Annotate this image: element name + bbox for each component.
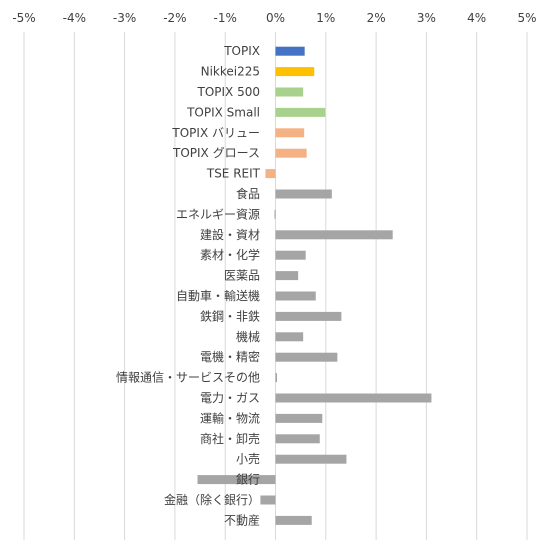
bar [275, 413, 323, 423]
x-tick-label: -5% [12, 11, 35, 25]
bar [275, 230, 393, 240]
category-label: 電力・ガス [200, 391, 260, 405]
category-label: 運輸・物流 [200, 410, 260, 425]
bar [274, 209, 276, 219]
category-label: TSE REIT [206, 167, 261, 181]
category-label: 小売 [236, 451, 260, 466]
x-tick-label: 5% [517, 11, 536, 25]
category-label: Nikkei225 [201, 65, 260, 79]
category-label: エネルギー資源 [176, 207, 260, 221]
bar [275, 148, 307, 158]
x-tick-label: 0% [266, 11, 285, 25]
bar [275, 271, 299, 281]
x-tick-label: 2% [367, 11, 386, 25]
bar [275, 46, 305, 56]
category-label: 商社・卸売 [200, 431, 260, 446]
category-label: 情報通信・サービスその他 [116, 371, 260, 385]
bar [275, 128, 305, 138]
category-label: TOPIX グロース [172, 146, 260, 160]
bar [275, 107, 326, 117]
category-label: 機械 [236, 329, 260, 344]
bar [275, 434, 320, 444]
bar [275, 373, 278, 383]
x-tick-label: -4% [63, 11, 86, 25]
category-label: TOPIX Small [186, 105, 260, 119]
bar [260, 495, 276, 505]
category-label: TOPIX バリュー [171, 126, 260, 140]
category-label: 不動産 [224, 512, 260, 527]
bar [275, 332, 304, 342]
bar [275, 87, 304, 97]
bar [275, 393, 432, 403]
category-label: 電機・精密 [200, 349, 260, 364]
category-label: 鉄鋼・非鉄 [200, 308, 260, 323]
x-tick-label: -2% [163, 11, 186, 25]
category-label: 金融（除く銀行） [164, 492, 260, 507]
bar [265, 169, 276, 179]
bar [197, 475, 276, 485]
bar [275, 189, 332, 199]
bar [275, 515, 312, 525]
x-tick-label: -3% [113, 11, 136, 25]
x-tick-label: -1% [214, 11, 237, 25]
category-label: 医薬品 [224, 269, 260, 283]
bar [275, 250, 306, 260]
category-label: 銀行 [236, 473, 260, 487]
category-label: 食品 [236, 186, 260, 201]
bar [275, 311, 342, 321]
x-tick-label: 4% [467, 11, 486, 25]
category-label: TOPIX 500 [197, 85, 261, 99]
x-tick-label: 3% [417, 11, 436, 25]
bar [275, 67, 315, 77]
category-label: TOPIX [223, 44, 260, 58]
bar [275, 352, 338, 362]
category-label: 素材・化学 [200, 247, 260, 262]
x-tick-label: 1% [316, 11, 335, 25]
category-label: 自動車・輸送機 [176, 288, 260, 303]
bar [275, 291, 316, 301]
category-label: 建設・資材 [200, 227, 260, 242]
bar [275, 454, 347, 464]
